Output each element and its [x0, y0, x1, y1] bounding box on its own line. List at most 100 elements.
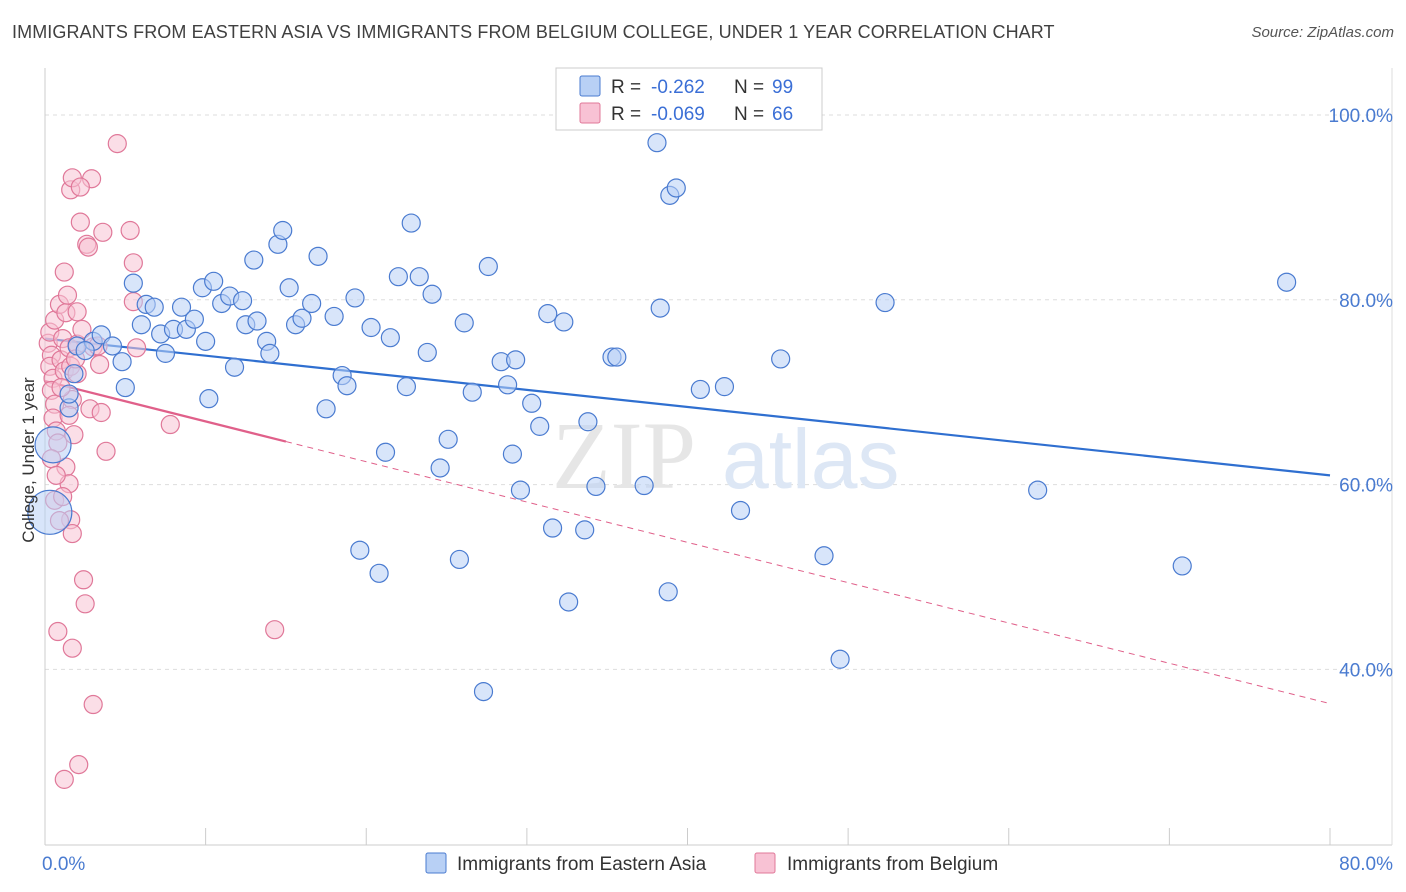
- trend-line-eastern-asia: [44, 337, 1331, 477]
- legend-r-label-eastern-asia: R =: [611, 77, 641, 98]
- point-eastern-asia-25: [204, 271, 224, 291]
- legend-r-value-eastern-asia: -0.262: [651, 77, 705, 98]
- point-eastern-asia-87: [714, 377, 735, 397]
- correlation-legend: R = -0.262 N = 99 R = -0.069 N = 66: [555, 67, 823, 131]
- trend-line-belgium-dashed: [285, 441, 1331, 705]
- point-eastern-asia-41: [308, 246, 328, 266]
- point-eastern-asia-67: [502, 444, 523, 464]
- x-tick-label-1: 80.0%: [1339, 854, 1393, 875]
- point-belgium-30: [67, 302, 87, 322]
- point-eastern-asia-45: [337, 376, 357, 396]
- point-eastern-asia-62: [462, 382, 482, 402]
- watermark-atlas: atlas: [722, 412, 899, 506]
- point-eastern-asia-42: [316, 399, 336, 419]
- point-eastern-asia-1: [27, 489, 73, 535]
- point-eastern-asia-37: [279, 278, 299, 298]
- tick-labels: 40.0% 60.0% 80.0% 100.0% 0.0% 80.0%: [42, 106, 1393, 875]
- point-eastern-asia-57: [422, 284, 442, 304]
- point-eastern-asia-80: [607, 347, 627, 367]
- point-belgium-25: [54, 262, 74, 282]
- point-eastern-asia-28: [224, 357, 245, 377]
- series-legend-swatch-eastern-asia: [425, 852, 447, 874]
- point-eastern-asia-19: [171, 297, 192, 317]
- point-eastern-asia-88: [730, 500, 751, 521]
- point-eastern-asia-3: [59, 384, 79, 404]
- point-eastern-asia-64: [478, 256, 498, 277]
- legend-swatch-eastern-asia: [579, 75, 601, 97]
- trend-line-belgium-solid: [44, 380, 287, 443]
- point-eastern-asia-77: [578, 412, 598, 432]
- y-tick-label-0: 40.0%: [1339, 660, 1393, 681]
- point-belgium-46: [123, 253, 143, 273]
- point-eastern-asia-17: [155, 343, 176, 363]
- point-eastern-asia-15: [144, 297, 164, 317]
- point-eastern-asia-21: [184, 309, 204, 329]
- point-eastern-asia-47: [350, 540, 370, 560]
- point-eastern-asia-90: [814, 546, 834, 566]
- point-belgium-42: [93, 222, 113, 242]
- point-eastern-asia-12: [123, 273, 143, 293]
- point-eastern-asia-49: [369, 563, 389, 583]
- y-tick-label-1: 60.0%: [1339, 476, 1393, 497]
- point-belgium-52: [48, 621, 68, 642]
- point-eastern-asia-61: [454, 313, 474, 333]
- y-tick-label-3: 100.0%: [1329, 106, 1394, 127]
- chart-title: IMMIGRANTS FROM EASTERN ASIA VS IMMIGRAN…: [12, 22, 1055, 42]
- point-eastern-asia-68: [506, 350, 526, 370]
- trend-lines: [44, 337, 1331, 705]
- y-tick-label-2: 80.0%: [1339, 291, 1393, 312]
- legend-swatch-belgium: [579, 102, 601, 124]
- point-eastern-asia-81: [634, 475, 654, 496]
- series-legend-label-belgium: Immigrants from Belgium: [787, 854, 998, 875]
- point-eastern-asia-92: [875, 292, 895, 313]
- point-belgium-51: [70, 177, 90, 197]
- x-tick-label-0: 0.0%: [42, 854, 85, 875]
- point-eastern-asia-55: [409, 267, 429, 287]
- legend-n-value-eastern-asia: 99: [772, 77, 793, 98]
- point-eastern-asia-58: [430, 458, 450, 478]
- point-eastern-asia-86: [690, 379, 710, 400]
- point-eastern-asia-7: [75, 341, 95, 361]
- point-eastern-asia-85: [666, 178, 686, 198]
- point-eastern-asia-74: [554, 312, 574, 332]
- point-eastern-asia-4: [64, 364, 84, 384]
- legend-n-label-eastern-asia: N =: [734, 77, 764, 98]
- point-eastern-asia-23: [196, 331, 216, 351]
- point-eastern-asia-46: [345, 288, 365, 308]
- point-belgium-35: [78, 237, 98, 257]
- point-belgium-40: [90, 354, 110, 375]
- point-belgium-44: [107, 134, 127, 154]
- point-belgium-54: [69, 755, 89, 775]
- point-belgium-16: [57, 285, 78, 305]
- point-eastern-asia-34: [260, 343, 280, 363]
- point-belgium-50: [265, 620, 285, 640]
- legend-r-label-belgium: R =: [611, 104, 641, 125]
- point-belgium-47: [126, 338, 147, 358]
- point-eastern-asia-54: [401, 213, 421, 233]
- legend-r-value-belgium: -0.069: [651, 104, 705, 125]
- point-eastern-asia-48: [361, 317, 381, 338]
- point-belgium-45: [120, 220, 140, 241]
- point-belgium-32: [73, 570, 94, 590]
- point-eastern-asia-10: [112, 352, 132, 372]
- point-belgium-33: [75, 594, 95, 614]
- chart-source: Source: ZipAtlas.com: [1251, 24, 1394, 41]
- point-eastern-asia-0: [34, 426, 72, 464]
- point-eastern-asia-66: [498, 375, 518, 395]
- point-eastern-asia-73: [542, 518, 563, 538]
- watermark: ZIP atlas: [552, 402, 899, 509]
- point-eastern-asia-70: [522, 393, 542, 413]
- watermark-zip: ZIP: [552, 402, 696, 509]
- point-eastern-asia-95: [1277, 272, 1297, 292]
- point-belgium-56: [70, 212, 90, 232]
- point-eastern-asia-24: [199, 389, 219, 409]
- legend-n-label-belgium: N =: [734, 104, 764, 125]
- point-eastern-asia-72: [538, 304, 558, 324]
- point-belgium-38: [83, 694, 103, 715]
- point-eastern-asia-78: [586, 476, 606, 497]
- point-belgium-53: [62, 638, 82, 658]
- point-eastern-asia-53: [396, 377, 417, 397]
- point-eastern-asia-43: [324, 306, 344, 327]
- axes: [44, 68, 1393, 846]
- point-eastern-asia-40: [302, 293, 322, 314]
